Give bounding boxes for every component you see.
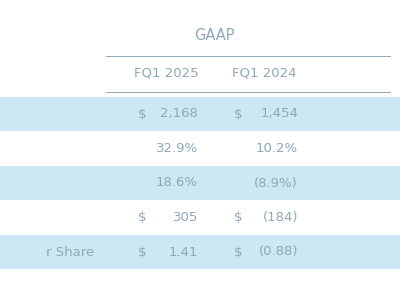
Text: 1.41: 1.41 (168, 245, 198, 259)
Bar (0, 166, 400, 200)
Bar (0, 97, 400, 131)
Text: $: $ (234, 107, 242, 121)
Text: $: $ (138, 211, 146, 224)
Text: FQ1 2025: FQ1 2025 (134, 67, 198, 80)
Text: FQ1 2024: FQ1 2024 (232, 67, 296, 80)
Text: $: $ (234, 211, 242, 224)
Bar (0, 235, 400, 269)
Text: 1,454: 1,454 (260, 107, 298, 121)
Text: 32.9%: 32.9% (156, 142, 198, 155)
Text: (0.88): (0.88) (258, 245, 298, 259)
Text: 2,168: 2,168 (160, 107, 198, 121)
Text: r Share: r Share (46, 245, 94, 259)
Text: (184): (184) (262, 211, 298, 224)
Text: 18.6%: 18.6% (156, 176, 198, 190)
Text: $: $ (234, 245, 242, 259)
Text: 10.2%: 10.2% (256, 142, 298, 155)
Text: (8.9%): (8.9%) (254, 176, 298, 190)
Text: $: $ (138, 107, 146, 121)
Text: GAAP: GAAP (194, 28, 234, 44)
Text: $: $ (138, 245, 146, 259)
Text: 305: 305 (173, 211, 198, 224)
